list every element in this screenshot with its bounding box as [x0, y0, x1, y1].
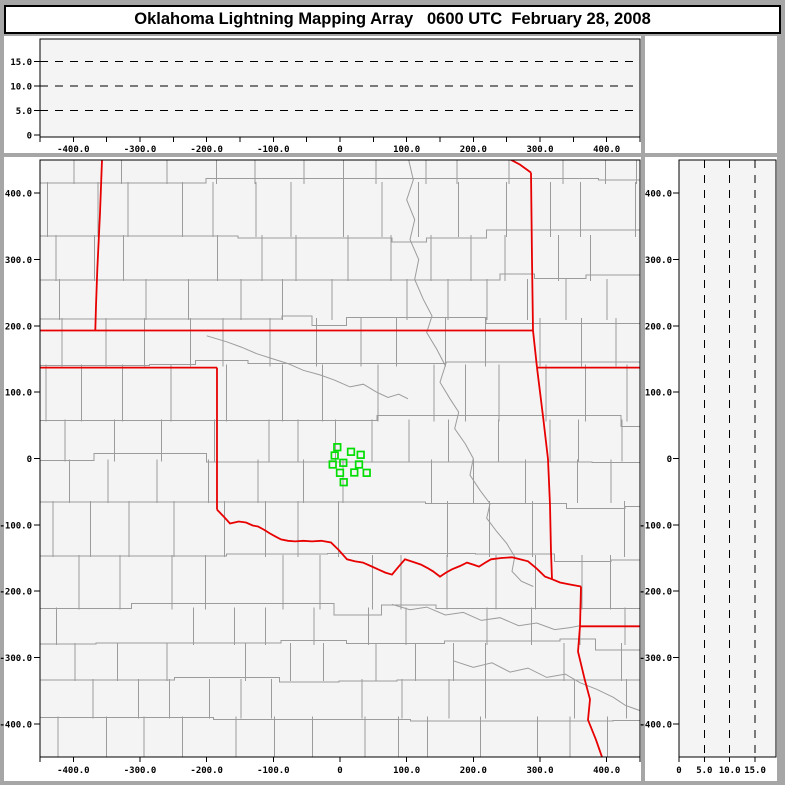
y-axis-tick-label: 15.0	[10, 58, 32, 68]
ew-altitude-panel: 15.0 10.0 5.0 0 -400.0 -300.0 -200.0 -100.0 0 100…	[4, 36, 641, 155]
kansas-missouri-border	[530, 172, 534, 331]
y-axis-tick-label: -200.0	[0, 588, 32, 598]
y-axis-tick-label: -300.0	[0, 654, 32, 664]
x-axis-tick-label: -100.0	[257, 766, 290, 776]
x-axis-tick-label: 400.0	[593, 766, 620, 776]
lma-station-marker	[328, 460, 337, 469]
y-axis-tick-label: 400.0	[645, 190, 672, 200]
lma-station-marker	[350, 468, 359, 477]
y-axis-tick-label: 100.0	[5, 389, 32, 399]
y-axis-tick-label: 5.0	[16, 107, 32, 117]
x-axis-tick-label: -300.0	[124, 766, 157, 776]
window-title-bar: Oklahoma Lightning Mapping Array 0600 UT…	[4, 5, 781, 34]
texas-arkansas-south-border	[577, 626, 603, 757]
county-line-horizontal	[40, 315, 640, 326]
map-plot-area	[40, 160, 640, 757]
x-axis-tick-label: 100.0	[393, 766, 420, 776]
x-axis-tick-label: -400.0	[57, 145, 90, 155]
county-line-horizontal	[40, 716, 640, 722]
y-axis-tick-label: 0	[27, 455, 32, 465]
texas-arkansas-border	[579, 586, 582, 627]
y-axis-tick-label: 200.0	[645, 322, 672, 332]
lma-station-marker	[356, 450, 365, 459]
lma-station-marker	[333, 443, 342, 452]
plan-view-map-panel: 400.0 300.0 200.0 100.0 0 -100.0 -200.0 -300.0 -…	[0, 157, 641, 781]
lma-station-marker	[339, 458, 348, 467]
x-axis-tick-label: 200.0	[460, 145, 487, 155]
colorado-kansas-border	[94, 160, 103, 331]
ns-altitude-plot-area	[678, 159, 777, 758]
corner-spacer-panel	[645, 36, 777, 153]
ew-altitude-plot-area	[39, 38, 641, 138]
texas-river-north	[391, 603, 581, 631]
plan-view-map-plot[interactable]: 400.0 300.0 200.0 100.0 0 -100.0 -200.0 -300.0 -…	[0, 157, 641, 781]
county-line-horizontal	[40, 496, 640, 510]
texas-river-south	[453, 660, 640, 712]
y-axis-tick-label: 0	[667, 455, 672, 465]
x-axis-tick-label: 0	[337, 766, 342, 776]
lma-station-marker	[330, 451, 339, 460]
county-line-horizontal	[40, 229, 640, 243]
x-axis-tick-label: 0	[676, 766, 681, 776]
window-title: Oklahoma Lightning Mapping Array 0600 UT…	[134, 10, 651, 28]
x-axis-tick-label: 300.0	[526, 766, 553, 776]
x-axis-tick-label: 10.0	[719, 766, 741, 776]
x-axis-tick-label: -300.0	[124, 145, 157, 155]
y-axis-tick-label: -100.0	[0, 521, 32, 531]
county-line-horizontal	[40, 638, 640, 651]
x-axis-tick-label: 15.0	[744, 766, 766, 776]
county-grid	[40, 160, 640, 757]
y-axis-tick-label: -100.0	[639, 521, 672, 531]
red-river	[216, 508, 582, 588]
x-axis-tick-label: -200.0	[190, 145, 223, 155]
lma-station-marker	[335, 468, 345, 477]
county-line-horizontal	[40, 415, 640, 428]
arkansas-river	[406, 160, 534, 587]
county-line-horizontal	[40, 452, 640, 464]
y-axis-tick-label: 10.0	[10, 83, 32, 93]
y-axis-tick-label: 400.0	[5, 190, 32, 200]
y-axis-tick-label: 200.0	[5, 322, 32, 332]
county-line-horizontal	[40, 551, 640, 562]
lma-station-marker	[362, 468, 371, 477]
oklahoma-missouri-border	[532, 330, 538, 368]
ew-altitude-plot[interactable]: 15.0 10.0 5.0 0 -400.0 -300.0 -200.0 -100.0 0 100…	[4, 36, 641, 155]
lma-station-marker	[346, 447, 356, 456]
x-axis-tick-label: -200.0	[190, 766, 223, 776]
lma-station-marker	[339, 478, 348, 487]
x-axis-tick-label: 100.0	[393, 145, 420, 155]
county-line-horizontal	[40, 273, 640, 281]
x-axis-tick-label: 400.0	[593, 145, 620, 155]
y-axis-tick-label: 300.0	[645, 256, 672, 266]
x-axis-tick-label: 0	[337, 145, 342, 155]
ns-altitude-panel: 400.0 300.0 200.0 100.0 0 -100.0 -200.0 -300.0 -…	[639, 157, 777, 781]
lma-station-marker	[354, 460, 364, 469]
y-axis-tick-label: 0	[27, 132, 32, 142]
county-line-horizontal	[40, 602, 640, 616]
county-line-horizontal	[40, 676, 640, 683]
y-axis-tick-label: -400.0	[0, 720, 32, 730]
y-axis-tick-label: -300.0	[639, 654, 672, 664]
missouri-river-diagonal	[509, 160, 532, 174]
cimarron-river	[206, 335, 409, 400]
y-axis-tick-label: -400.0	[639, 720, 672, 730]
x-axis-tick-label: 300.0	[526, 145, 553, 155]
y-axis-tick-label: -200.0	[639, 588, 672, 598]
x-axis-tick-label: -400.0	[57, 766, 90, 776]
x-axis-tick-label: 5.0	[696, 766, 712, 776]
x-axis-tick-label: 200.0	[460, 766, 487, 776]
ns-altitude-plot[interactable]: 400.0 300.0 200.0 100.0 0 -100.0 -200.0 -300.0 -…	[639, 157, 777, 781]
y-axis-tick-label: 100.0	[645, 389, 672, 399]
x-axis-tick-label: -100.0	[257, 145, 290, 155]
oklahoma-arkansas-border	[536, 367, 553, 580]
y-axis-tick-label: 300.0	[5, 256, 32, 266]
